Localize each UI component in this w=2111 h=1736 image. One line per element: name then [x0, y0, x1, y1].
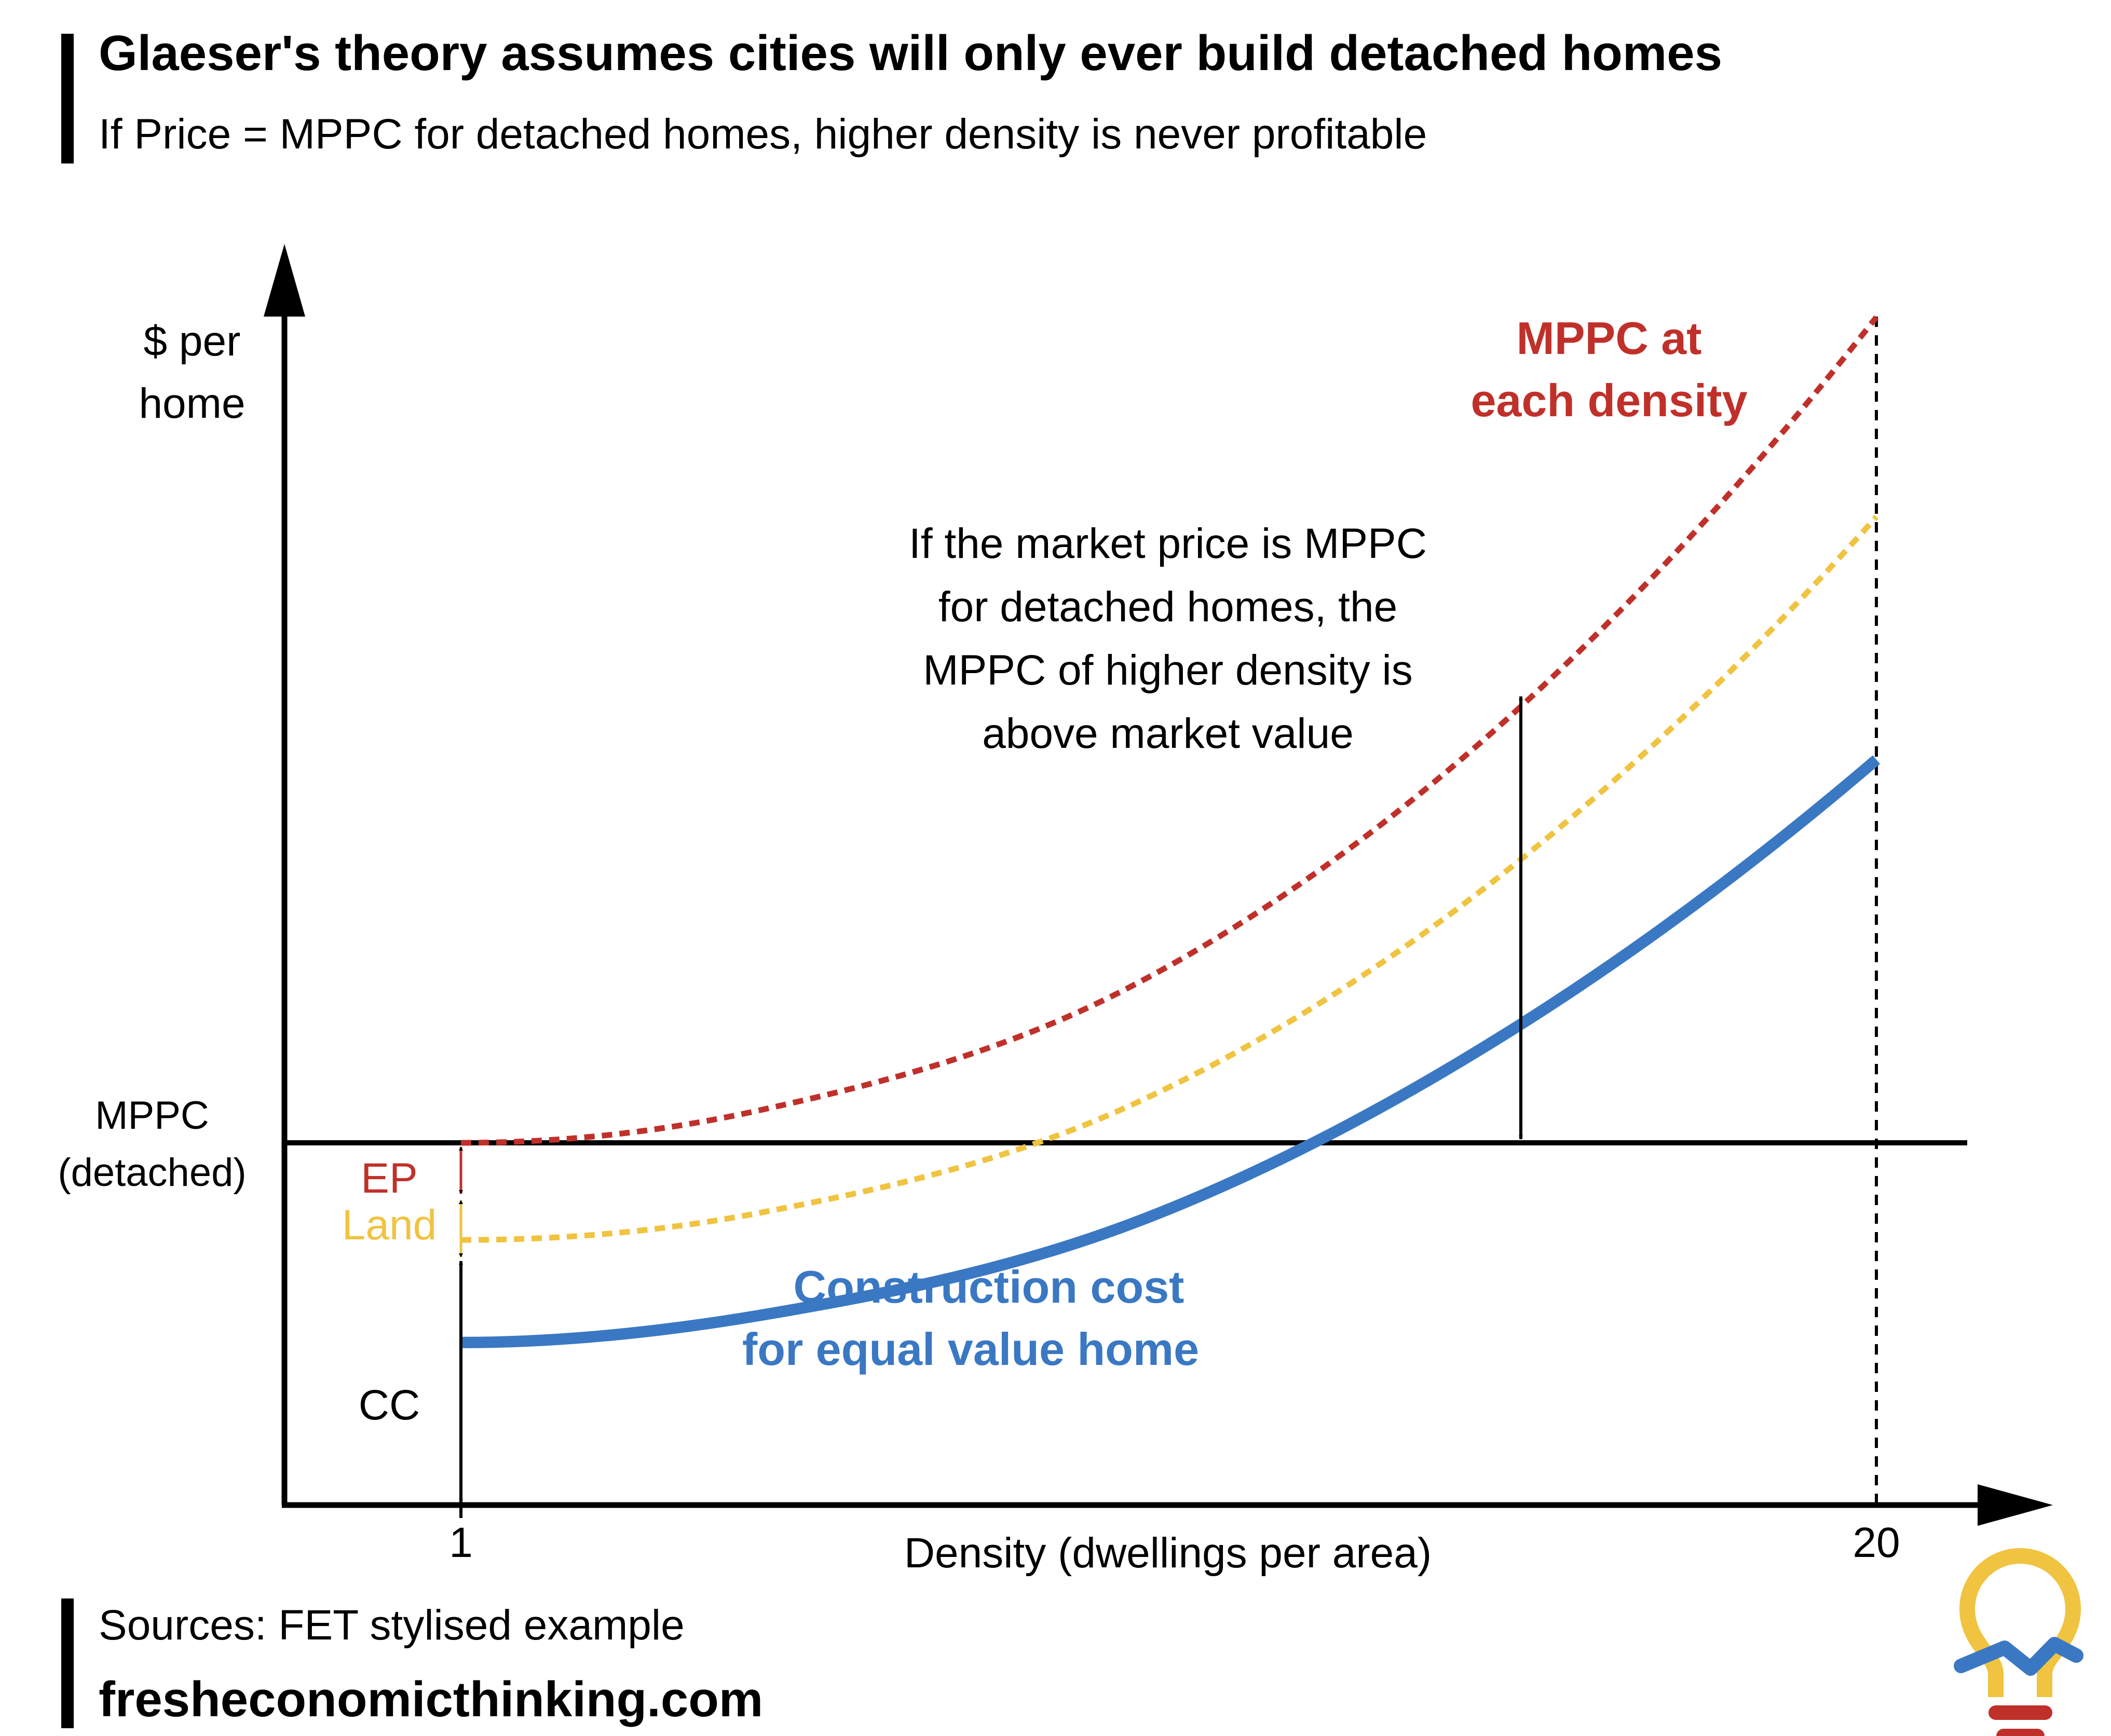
website-credit: fresheconomicthinking.com	[99, 1672, 764, 1727]
mppc-curve	[460, 315, 1879, 1146]
mppc-series-label-1: MPPC at	[1517, 312, 1702, 364]
x-axis-arrowhead	[1978, 1484, 2053, 1526]
note-line-1: If the market price is MPPC	[909, 520, 1427, 567]
x-tick-label-20: 20	[1853, 1519, 1900, 1566]
reference-line-label-1: MPPC	[95, 1093, 209, 1138]
note-line-4: above market value	[982, 710, 1354, 757]
x-axis-label: Density (dwellings per area)	[904, 1529, 1432, 1577]
mppc-series-label-2: each density	[1470, 375, 1747, 426]
construction-series-label-2: for equal value home	[742, 1323, 1199, 1375]
ep-label: EP	[361, 1155, 417, 1202]
construction-series-label-1: Construction cost	[794, 1261, 1184, 1313]
note-line-3: MPPC of higher density is	[923, 647, 1412, 694]
chart-title: Glaeser's theory assumes cities will onl…	[99, 25, 1723, 81]
cc-label: CC	[359, 1382, 420, 1429]
y-axis-label-line2: home	[139, 380, 245, 427]
land-label: Land	[342, 1201, 437, 1249]
land-curve	[460, 515, 1879, 1243]
reference-line-label-2: (detached)	[58, 1151, 246, 1195]
y-axis-label-line1: $ per	[144, 318, 241, 365]
chart-subtitle: If Price = MPPC for detached homes, high…	[99, 111, 1427, 158]
lightbulb-logo	[1954, 1548, 2083, 1736]
y-axis-arrowhead	[264, 244, 305, 317]
footer-accent-bar	[61, 1598, 74, 1728]
x-tick-label-1: 1	[449, 1519, 473, 1566]
source-note: Sources: FET stylised example	[99, 1602, 685, 1649]
construction-cost-curve	[460, 755, 1881, 1348]
note-line-2: for detached homes, the	[938, 583, 1397, 631]
title-accent-bar	[61, 34, 74, 163]
